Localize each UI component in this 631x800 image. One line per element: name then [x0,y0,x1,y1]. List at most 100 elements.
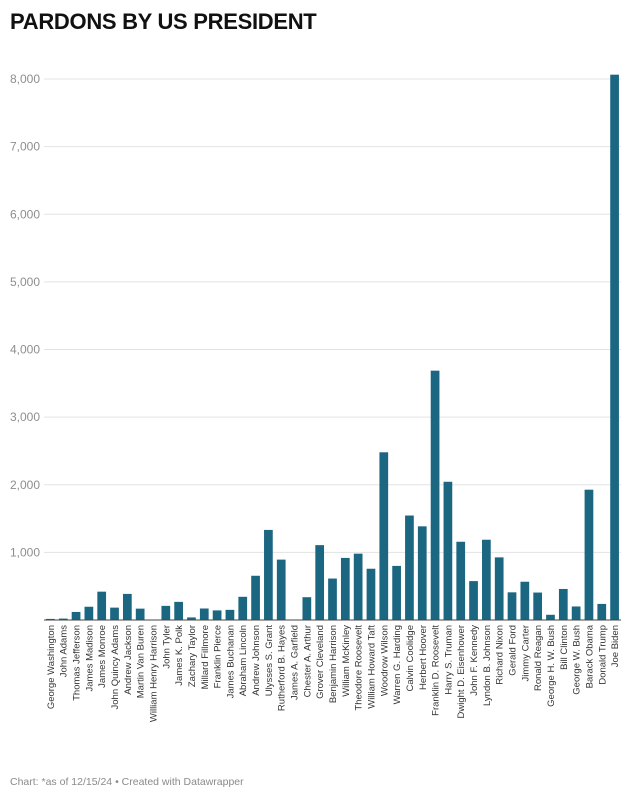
bar [546,614,555,620]
y-tick-label: 6,000 [10,207,40,221]
x-tick-label: Barack Obama [584,624,595,688]
bar [135,608,145,620]
x-tick-label: John Adams [59,625,70,678]
x-tick-label: Harry S. Truman [443,625,454,695]
bar [58,618,68,620]
bar [482,539,491,620]
y-tick-label: 5,000 [10,275,40,289]
bar [571,606,581,620]
y-tick-label: 1,000 [10,545,40,559]
x-tick-label: John Quincy Adams [110,625,121,710]
x-tick-label: George Washington [46,625,57,709]
x-tick-label: William Howard Taft [366,625,377,709]
chart-footer: Chart: *as of 12/15/24 • Created with Da… [10,776,244,788]
x-tick-label: John Tyler [161,625,172,669]
bar [366,568,376,620]
bar [494,557,504,620]
x-tick-label: James Buchanan [225,625,236,698]
x-tick-label: Grover Cleveland [315,625,326,699]
x-tick-label: Abraham Lincoln [238,625,249,696]
x-tick-label: Franklin D. Roosevelt [431,625,442,716]
bar [443,481,453,620]
x-tick-label: Donald Trump [597,625,608,685]
x-tick-label: James A. Garfield [290,625,301,700]
x-tick-label: Martin Van Buren [136,625,147,698]
x-tick-label: Andrew Johnson [251,625,262,696]
x-tick-label: Benjamin Harrison [328,625,339,703]
x-tick-label: George H. W. Bush [546,625,557,707]
bar [610,74,619,620]
chart-title: PARDONS BY US PRESIDENT [10,9,317,34]
x-tick-label: George W. Bush [572,625,583,695]
y-tick-label: 4,000 [10,343,40,357]
x-tick-label: James Monroe [97,625,108,688]
bars [46,74,619,620]
bar [84,606,94,620]
bar [187,617,196,620]
y-tick-label: 2,000 [10,478,40,492]
x-tick-label: Woodrow Wilson [379,625,390,696]
x-tick-label: Ronald Reagan [533,625,544,691]
bar [456,541,466,620]
x-axis-category-labels: George Washington John Adams Thomas Jeffer… [46,624,621,722]
bar [328,578,337,620]
x-tick-label: Calvin Coolidge [405,625,416,692]
x-tick-label: Herbert Hoover [418,625,429,690]
bar [315,545,325,620]
bar [469,581,478,620]
bar [212,610,222,620]
bar [251,575,260,620]
x-tick-label: John F. Kennedy [469,625,480,696]
bar [174,601,183,620]
bar [507,592,517,620]
bar [276,559,286,620]
bar [302,597,312,620]
x-tick-label: Jimmy Carter [520,625,531,681]
y-tick-label: 7,000 [10,140,40,154]
x-tick-label: Bill Clinton [559,625,570,670]
bar [199,608,209,620]
bar [558,588,568,620]
x-tick-label: Zachary Taylor [187,625,198,687]
x-tick-label: Millard Fillmore [200,625,211,689]
bar [584,489,594,620]
x-tick-label: Joe Biden [610,625,621,667]
y-tick-label: 3,000 [10,410,40,424]
bar [520,581,530,620]
bar [264,529,273,620]
bar [405,515,414,620]
bar [353,553,363,620]
x-tick-label: Lyndon B. Johnson [482,625,493,706]
x-tick-label: Andrew Jackson [123,625,134,695]
bar [417,526,427,620]
bar [71,611,81,620]
x-tick-label: James Madison [84,625,95,692]
y-tick-label: 8,000 [10,72,40,86]
x-tick-label: Ulysses S. Grant [264,625,275,697]
bar [225,609,235,620]
x-tick-label: Thomas Jefferson [72,625,83,701]
gridlines [44,78,621,553]
bar [597,603,607,620]
x-tick-label: Dwight D. Eisenhower [456,625,467,718]
x-tick-label: Rutherford B. Hayes [277,625,288,711]
x-tick-label: William McKinley [341,625,352,697]
bar [340,557,350,620]
bar [238,596,248,620]
x-tick-label: Theodore Roosevelt [354,625,365,711]
x-tick-label: Gerald Ford [508,625,519,676]
bar [161,605,171,620]
bar [379,452,389,620]
bar [533,592,543,620]
bar [46,618,55,620]
x-tick-label: James K. Polk [174,625,185,686]
x-tick-label: Richard Nixon [495,625,506,685]
bar [430,370,440,620]
bar [110,607,119,620]
bar [392,565,401,620]
x-tick-label: William Henry Harrison [148,625,159,722]
x-tick-label: Warren G. Harding [392,625,403,704]
y-axis-tick-labels: 1,000 2,000 3,000 4,000 5,000 6,000 7,000 8,000 [10,72,40,559]
bar [97,591,107,620]
